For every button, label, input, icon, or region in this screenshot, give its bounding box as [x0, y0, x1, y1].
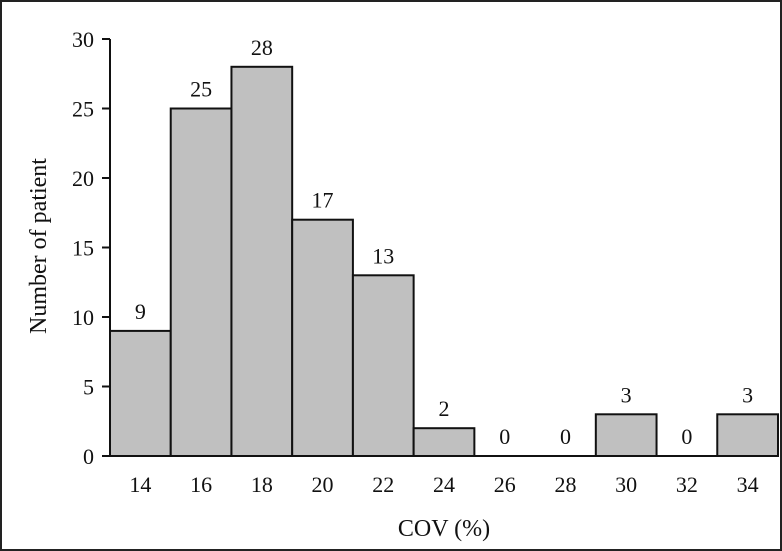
y-tick-label-5: 5: [83, 375, 94, 400]
x-tick-label-32: 32: [676, 472, 698, 497]
data-label-32: 0: [681, 424, 692, 449]
y-tick-label-30: 30: [72, 27, 94, 52]
bar-24: [412, 427, 476, 458]
bar-16: [169, 107, 233, 457]
bar-30: [594, 413, 658, 457]
x-tick-label-18: 18: [251, 472, 273, 497]
y-tick-label-20: 20: [72, 166, 94, 191]
data-label-14: 9: [135, 299, 146, 324]
data-label-24: 2: [439, 396, 450, 421]
data-label-34: 3: [742, 382, 753, 407]
x-tick-label-26: 26: [494, 472, 516, 497]
bar-14: [109, 329, 172, 457]
data-label-18: 28: [251, 35, 273, 60]
bar-34: [716, 413, 779, 457]
x-tick-label-16: 16: [190, 472, 212, 497]
x-axis-label: COV (%): [398, 516, 490, 542]
data-label-20: 17: [312, 188, 334, 213]
bar-22: [351, 274, 415, 457]
y-tick-label-0: 0: [83, 444, 94, 469]
data-labels-layer: 9 25 28 17 13 2 0 0 3 0 3: [135, 35, 753, 449]
x-tick-label-22: 22: [372, 472, 394, 497]
bar-18: [230, 65, 294, 458]
data-label-28: 0: [560, 424, 571, 449]
data-label-16: 25: [190, 77, 212, 102]
x-tick-label-24: 24: [433, 472, 455, 497]
y-tick-label-25: 25: [72, 97, 94, 122]
y-axis-label: Number of patient: [26, 158, 52, 334]
data-label-30: 3: [621, 382, 632, 407]
x-tick-label-20: 20: [312, 472, 334, 497]
x-tick-label-28: 28: [554, 472, 576, 497]
bar-20: [291, 218, 354, 457]
x-tick-label-34: 34: [737, 472, 759, 497]
bars-layer: [109, 65, 779, 458]
data-label-26: 0: [499, 424, 510, 449]
x-tick-label-30: 30: [615, 472, 637, 497]
x-tick-label-14: 14: [129, 472, 151, 497]
y-tick-label-15: 15: [72, 236, 94, 261]
y-tick-label-10: 10: [72, 305, 94, 330]
data-label-22: 13: [372, 243, 394, 268]
